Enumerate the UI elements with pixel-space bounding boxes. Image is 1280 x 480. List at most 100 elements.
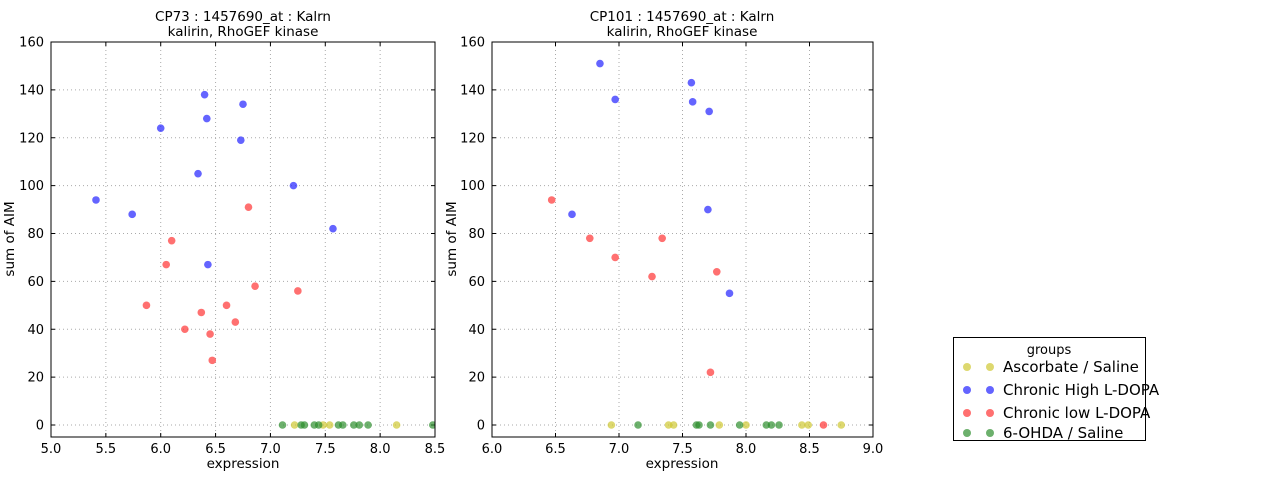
- data-point: [585, 234, 594, 243]
- data-point: [705, 107, 713, 116]
- data-point: [775, 421, 783, 429]
- y-tick-label: 140: [460, 83, 485, 98]
- legend-marker-icon: [963, 409, 971, 417]
- data-point: [251, 282, 259, 290]
- x-tick-label: 8.0: [736, 442, 757, 457]
- data-point: [92, 196, 100, 204]
- panel-cp73: 5.0 5.5 6.0 6.5 7.0 7.5 8.0 8.5 0 20 40 60 80 100 120 1…: [2, 9, 445, 472]
- data-point: [429, 421, 435, 429]
- data-point: [837, 421, 846, 429]
- data-point: [695, 421, 703, 429]
- data-point: [648, 272, 656, 281]
- x-tick-label: 7.0: [260, 442, 281, 457]
- panel-subtitle: kalirin, RhoGEF kinase: [168, 24, 319, 40]
- data-point: [611, 95, 619, 104]
- data-point: [364, 421, 372, 429]
- data-point: [208, 356, 217, 365]
- y-tick-label: 20: [27, 371, 44, 386]
- data-point: [687, 78, 696, 87]
- y-axis-label: sum of AIM: [2, 201, 18, 276]
- x-tick-label: 6.0: [482, 442, 503, 457]
- data-point: [329, 224, 337, 233]
- panel-title: CP73 : 1457690_at : Kalrn: [155, 9, 331, 25]
- data-point: [204, 260, 212, 269]
- data-point: [712, 268, 721, 276]
- data-point: [314, 421, 323, 429]
- data-point: [237, 136, 245, 144]
- data-point: [819, 421, 828, 429]
- data-point: [350, 421, 358, 429]
- data-point: [607, 421, 616, 429]
- data-point: [706, 368, 715, 377]
- legend-marker-icon: [986, 429, 994, 437]
- data-point: [167, 236, 176, 245]
- data-point: [611, 253, 619, 262]
- data-point: [325, 421, 334, 429]
- plot-area-cp101: 6.0 6.5 7.0 7.5 8.0 8.5 9.0 0 20 40 60 80 100 120 140 1…: [460, 36, 883, 458]
- data-point: [634, 421, 642, 429]
- y-tick-label: 160: [19, 36, 44, 51]
- data-point: [278, 421, 287, 429]
- x-axis-label: expression: [646, 456, 719, 472]
- data-point: [294, 287, 302, 295]
- data-point: [222, 301, 231, 310]
- data-points: [92, 90, 435, 429]
- data-point: [197, 308, 206, 317]
- legend-label: Ascorbate / Saline: [1003, 358, 1139, 376]
- y-tick-label: 120: [460, 131, 485, 146]
- legend-marker-icon: [963, 429, 971, 437]
- x-axis-label: expression: [207, 456, 280, 472]
- x-tick-label: 8.5: [425, 442, 446, 457]
- axes-frame: [50, 41, 436, 438]
- legend-title: groups: [1027, 343, 1072, 358]
- x-tick-label: 8.0: [370, 442, 391, 457]
- data-point: [289, 181, 298, 190]
- panel-title: CP101 : 1457690_at : Kalrn: [590, 9, 775, 25]
- data-point: [767, 421, 776, 429]
- data-point: [704, 205, 712, 214]
- y-tick-label: 80: [468, 227, 485, 242]
- data-point: [568, 210, 576, 219]
- legend-item-6ohda-saline: 6-OHDA / Saline: [963, 424, 1123, 442]
- y-tick-label: 40: [27, 323, 44, 338]
- data-point: [244, 203, 253, 211]
- axes-frame: [491, 41, 874, 438]
- y-tick-label: 0: [36, 419, 44, 434]
- x-tick-label: 9.0: [863, 442, 884, 457]
- y-tick-label: 140: [19, 83, 44, 98]
- legend-marker-icon: [986, 363, 994, 371]
- data-point: [596, 59, 604, 68]
- data-point: [355, 421, 364, 429]
- y-axis-label: sum of AIM: [444, 201, 460, 276]
- legend-marker-icon: [986, 386, 994, 394]
- y-tick-label: 160: [460, 36, 485, 51]
- legend-label: 6-OHDA / Saline: [1003, 424, 1123, 442]
- y-tick-label: 40: [468, 323, 485, 338]
- y-tick-label: 0: [477, 419, 485, 434]
- x-tick-label: 6.0: [150, 442, 171, 457]
- data-point: [181, 325, 189, 334]
- data-point: [194, 169, 202, 178]
- legend-label: Chronic High L-DOPA: [1003, 381, 1160, 399]
- data-point: [206, 330, 214, 338]
- x-tick-label: 8.5: [799, 442, 820, 457]
- data-point: [715, 421, 724, 429]
- y-tick-label: 100: [19, 179, 44, 194]
- legend-label: Chronic low L-DOPA: [1003, 404, 1151, 422]
- data-point: [798, 421, 806, 429]
- y-tick-label: 80: [27, 227, 44, 242]
- data-point: [142, 301, 151, 310]
- x-tick-label: 6.5: [205, 442, 226, 457]
- data-point: [392, 421, 401, 429]
- y-tick-label: 20: [468, 371, 485, 386]
- data-point: [339, 421, 347, 429]
- data-point: [200, 90, 209, 99]
- data-point: [688, 98, 697, 106]
- legend-marker-icon: [963, 363, 971, 371]
- data-point: [202, 114, 211, 123]
- y-tick-label: 60: [468, 275, 485, 290]
- legend-item-chronic-low-ldopa: Chronic low L-DOPA: [963, 404, 1151, 422]
- data-point: [725, 289, 734, 298]
- data-point: [547, 196, 556, 204]
